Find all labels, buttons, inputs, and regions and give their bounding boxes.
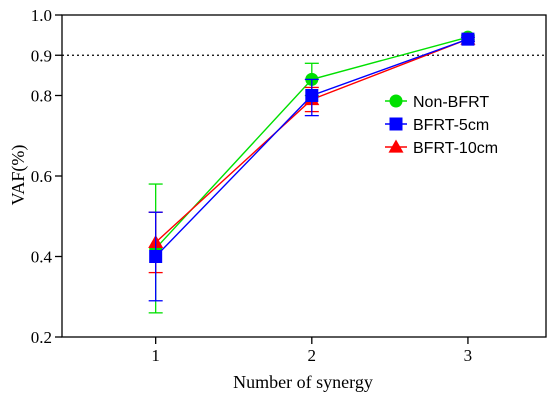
plot-border bbox=[61, 14, 547, 338]
plot-frame bbox=[61, 14, 547, 338]
legend-label-non-bfrt: Non-BFRT bbox=[413, 94, 489, 111]
series-layer bbox=[148, 30, 476, 314]
x-tick-label-2: 2 bbox=[308, 346, 317, 365]
y-tick-label-0.4: 0.4 bbox=[31, 248, 53, 267]
legend: Non-BFRT BFRT-5cm BFRT-10cm bbox=[385, 94, 498, 157]
x-axis-ticks: 1 2 3 bbox=[151, 337, 472, 365]
data-point-bfrt-5cm-2 bbox=[305, 89, 319, 102]
legend-marker-bfrt-5cm bbox=[389, 117, 403, 131]
y-tick-label-0.8: 0.8 bbox=[31, 87, 52, 106]
y-tick-label-0.6: 0.6 bbox=[31, 167, 52, 186]
data-point-bfrt-5cm-1 bbox=[149, 250, 163, 263]
y-tick-label-0.9: 0.9 bbox=[31, 46, 52, 65]
series-non-bfrt bbox=[148, 30, 475, 314]
legend-label-bfrt-10cm: BFRT-10cm bbox=[413, 140, 498, 157]
y-axis-title: VAF(%) bbox=[8, 145, 29, 206]
data-point-bfrt-5cm-3 bbox=[461, 32, 475, 46]
x-axis-title: Number of synergy bbox=[233, 372, 373, 392]
legend-label-bfrt-5cm: BFRT-5cm bbox=[413, 117, 489, 134]
x-tick-label-1: 1 bbox=[151, 346, 160, 365]
y-tick-label-1.0: 1.0 bbox=[31, 6, 52, 25]
series-bfrt-5cm bbox=[148, 32, 475, 302]
legend-marker-non-bfrt bbox=[389, 94, 403, 108]
legend-marker-bfrt-10cm bbox=[388, 139, 404, 153]
x-tick-label-3: 3 bbox=[464, 346, 473, 365]
y-axis-ticks: 0.2 0.4 0.6 0.8 0.9 1.0 bbox=[31, 6, 62, 347]
y-tick-label-0.2: 0.2 bbox=[31, 328, 52, 347]
